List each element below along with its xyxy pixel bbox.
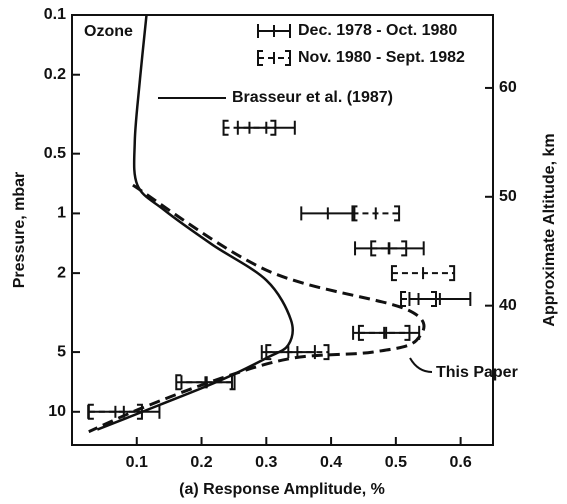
y-tick-label: 1: [57, 205, 66, 222]
legend-symbol: [257, 24, 291, 38]
errorbar-bracket: [175, 374, 182, 391]
errorbar-bracket: [357, 324, 364, 341]
errorbar-bracket: [257, 50, 263, 66]
errorbar-bracket: [394, 205, 401, 222]
curve-label: Brasseur et al. (1987): [232, 89, 393, 106]
errorbar: [390, 265, 456, 282]
errorbar-bracket: [401, 240, 408, 257]
x-tick-label: 0.2: [190, 454, 212, 471]
errorbar-bracket: [136, 403, 143, 420]
errorbar-bracket: [431, 290, 438, 307]
errorbar-bracket: [270, 119, 277, 136]
y2-tick-label: 50: [499, 188, 517, 205]
x-axis-title: (a) Response Amplitude, %: [179, 481, 385, 498]
y-tick-label: 0.5: [44, 145, 66, 162]
errorbar: [351, 205, 401, 222]
curve-label: This Paper: [436, 364, 518, 381]
errorbar-bracket: [222, 119, 229, 136]
x-tick-label: 0.6: [449, 454, 471, 471]
curve: [96, 14, 295, 431]
errorbar-bracket: [351, 205, 358, 222]
errorbar-bracket: [285, 50, 291, 66]
errorbar: [300, 206, 356, 221]
errorbar: [370, 240, 408, 257]
errorbar: [265, 344, 330, 361]
y-tick-label: 0.1: [44, 6, 66, 23]
y-tick-label: 10: [48, 403, 66, 420]
legend-label: Nov. 1980 - Sept. 1982: [298, 49, 465, 66]
errorbar-bracket: [229, 374, 236, 391]
curve: [88, 183, 426, 434]
y-tick-label: 5: [57, 343, 66, 360]
y-tick-label: 0.2: [44, 66, 66, 83]
errorbar-bracket: [87, 403, 94, 420]
y2-axis-title: Approximate Altitude, km: [541, 133, 558, 326]
y2-tick-label: 40: [499, 297, 517, 314]
errorbar: [87, 403, 143, 420]
plot-frame: [71, 14, 494, 446]
errorbar-bracket: [323, 344, 330, 361]
errorbar: [357, 324, 411, 341]
errorbar-bracket: [404, 324, 411, 341]
errorbar-bracket: [400, 290, 407, 307]
y2-tick-label: 60: [499, 79, 517, 96]
legend-label: Dec. 1978 - Oct. 1980: [298, 22, 457, 39]
leader-line: [409, 357, 433, 373]
x-tick-label: 0.3: [255, 454, 277, 471]
panel-label: Ozone: [84, 23, 133, 40]
x-tick-label: 0.1: [126, 454, 148, 471]
errorbar-bracket: [370, 240, 377, 257]
errorbar: [175, 374, 236, 391]
y-tick-label: 2: [57, 264, 66, 281]
errorbar: [408, 291, 472, 306]
x-tick-label: 0.5: [385, 454, 407, 471]
errorbar: [400, 290, 438, 307]
errorbar-bracket: [265, 344, 272, 361]
legend-symbol: [257, 50, 291, 66]
x-tick-label: 0.4: [320, 454, 342, 471]
y-axis-title: Pressure, mbar: [11, 172, 28, 289]
errorbar: [222, 119, 277, 136]
errorbar-bracket: [390, 265, 397, 282]
errorbar-bracket: [449, 265, 456, 282]
